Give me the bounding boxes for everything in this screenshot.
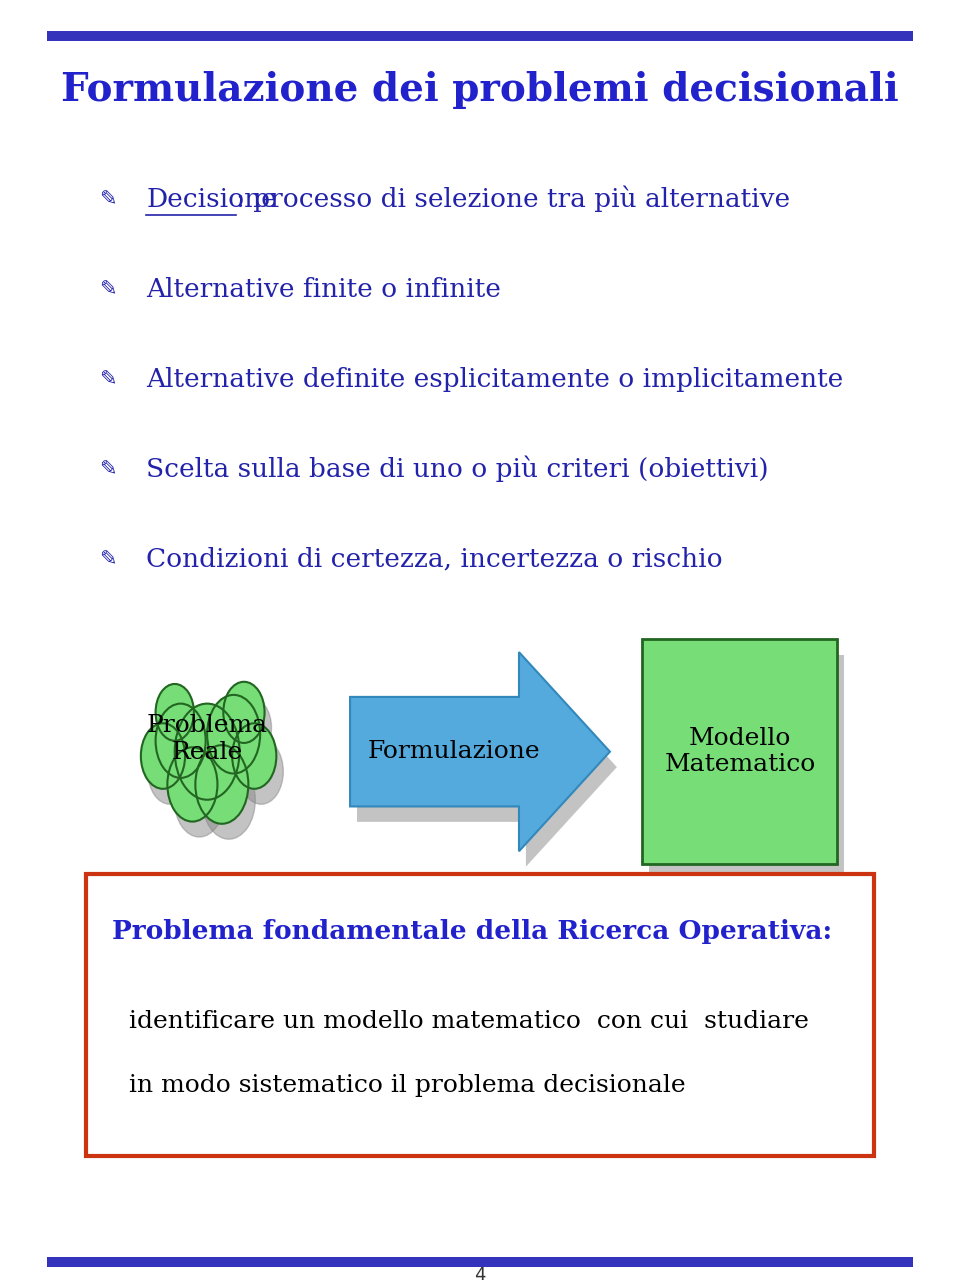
Text: ✎: ✎ bbox=[99, 279, 116, 300]
Polygon shape bbox=[357, 667, 617, 867]
Text: identificare un modello matematico  con cui  studiare: identificare un modello matematico con c… bbox=[130, 1010, 809, 1033]
Text: Formulazione dei problemi decisionali: Formulazione dei problemi decisionali bbox=[61, 71, 899, 109]
Text: ✎: ✎ bbox=[99, 369, 116, 390]
Circle shape bbox=[162, 719, 212, 793]
Text: Modello
Matematico: Modello Matematico bbox=[664, 727, 815, 777]
Text: ✎: ✎ bbox=[99, 189, 116, 210]
Circle shape bbox=[141, 723, 185, 788]
Text: Alternative finite o infinite: Alternative finite o infinite bbox=[147, 276, 501, 302]
Text: Condizioni di certezza, incertezza o rischio: Condizioni di certezza, incertezza o ris… bbox=[147, 547, 723, 571]
Circle shape bbox=[181, 719, 247, 815]
Circle shape bbox=[230, 697, 272, 759]
Circle shape bbox=[203, 760, 255, 840]
Circle shape bbox=[175, 763, 225, 837]
FancyBboxPatch shape bbox=[47, 31, 913, 41]
Circle shape bbox=[195, 745, 249, 824]
Text: Scelta sulla base di uno o più criteri (obiettivi): Scelta sulla base di uno o più criteri (… bbox=[147, 455, 769, 482]
Text: Formulazione: Formulazione bbox=[368, 741, 540, 763]
Circle shape bbox=[232, 723, 276, 788]
Circle shape bbox=[156, 684, 194, 741]
Text: Problema
Reale: Problema Reale bbox=[147, 714, 268, 764]
Text: 4: 4 bbox=[474, 1265, 486, 1283]
Circle shape bbox=[239, 738, 283, 804]
Circle shape bbox=[167, 747, 217, 822]
FancyBboxPatch shape bbox=[47, 1256, 913, 1267]
FancyBboxPatch shape bbox=[85, 873, 875, 1156]
Text: Problema fondamentale della Ricerca Operativa:: Problema fondamentale della Ricerca Oper… bbox=[112, 919, 832, 944]
Text: ✎: ✎ bbox=[99, 549, 116, 568]
Text: in modo sistematico il problema decisionale: in modo sistematico il problema decision… bbox=[130, 1074, 685, 1097]
Circle shape bbox=[207, 694, 260, 773]
Circle shape bbox=[175, 703, 240, 800]
FancyBboxPatch shape bbox=[642, 639, 837, 864]
Text: Alternative definite esplicitamente o implicitamente: Alternative definite esplicitamente o im… bbox=[147, 367, 844, 391]
Text: ✎: ✎ bbox=[99, 459, 116, 478]
Circle shape bbox=[156, 703, 205, 778]
Circle shape bbox=[162, 700, 201, 756]
FancyBboxPatch shape bbox=[649, 655, 844, 880]
Text: Decisione: Decisione bbox=[147, 186, 277, 212]
Circle shape bbox=[224, 682, 265, 743]
Circle shape bbox=[148, 738, 192, 804]
Polygon shape bbox=[350, 652, 610, 851]
Text: : processo di selezione tra più alternative: : processo di selezione tra più alternat… bbox=[236, 186, 790, 212]
Circle shape bbox=[214, 710, 267, 788]
